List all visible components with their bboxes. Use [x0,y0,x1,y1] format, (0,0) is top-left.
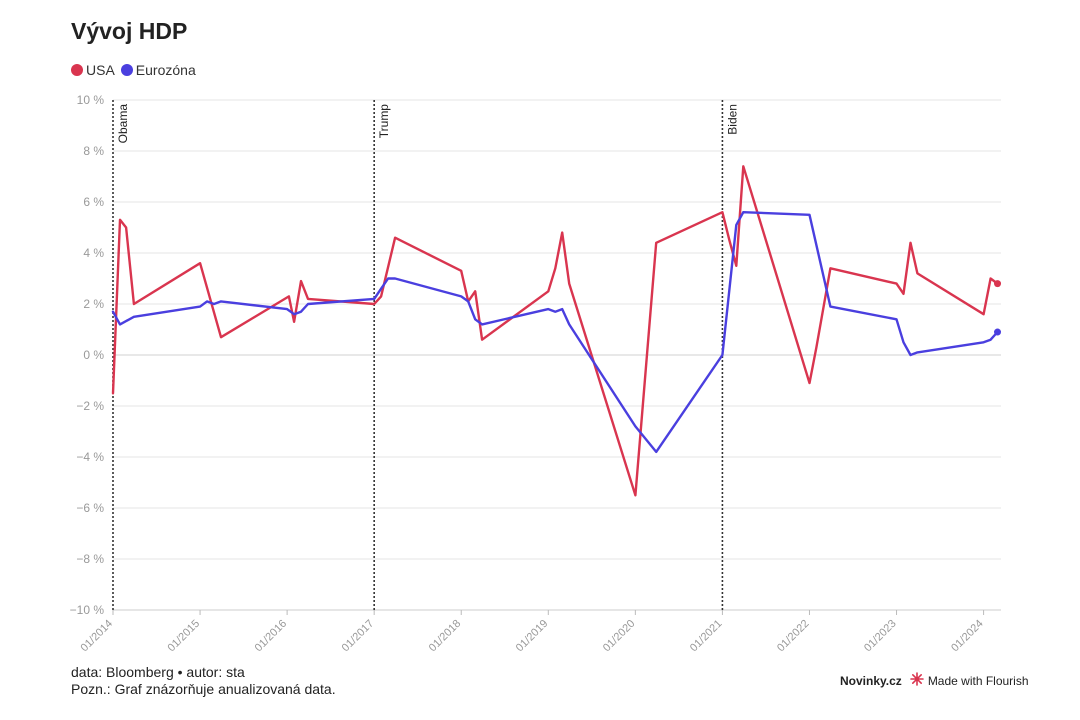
y-tick-label: 0 % [83,348,104,362]
x-tick-label: 01/2020 [601,618,638,655]
x-tick-label: 01/2024 [949,618,986,655]
y-tick-label: −2 % [76,399,104,413]
footer: data: Bloomberg • autor: sta Pozn.: Graf… [71,664,336,698]
x-tick-label: 01/2021 [688,618,725,655]
y-tick-label: −6 % [76,501,104,515]
y-tick-label: −4 % [76,450,104,464]
series-line [111,210,999,454]
annotation-label: Trump [377,104,391,139]
brand-bar: Novinky.cz Made with Flourish [840,672,1029,689]
y-tick-label: 6 % [83,195,104,209]
legend: USA Eurozóna [71,62,202,78]
x-tick-label: 01/2022 [775,618,812,655]
chart-title: Vývoj HDP [71,18,188,44]
annotation-label: Biden [725,104,739,135]
annotation-label: Obama [116,104,130,144]
x-tick-label: 01/2017 [340,618,377,655]
legend-swatch-eurozona [120,64,133,76]
legend-label-eurozona: Eurozóna [135,62,196,78]
y-tick-label: 2 % [83,297,104,311]
made-with-flourish-link[interactable]: Made with Flourish [927,673,1029,688]
x-tick-label: 01/2014 [79,618,116,655]
y-tick-label: 8 % [83,144,104,158]
flourish-icon [910,672,924,689]
publisher-logo[interactable]: Novinky.cz [840,673,902,688]
y-tick-label: 4 % [83,246,104,260]
note-line: Pozn.: Graf znázorňuje anualizovaná data… [71,681,336,697]
x-tick-label: 01/2019 [514,618,551,655]
legend-swatch-usa [71,64,83,76]
y-tick-label: 10 % [77,93,105,107]
x-tick-label: 01/2023 [862,618,899,655]
legend-label-usa: USA [86,62,115,78]
legend-item-usa[interactable]: USA [71,62,115,78]
series-end-point [994,328,1002,336]
series-end-point [994,280,1002,288]
y-tick-label: −8 % [76,552,104,566]
x-tick-label: 01/2016 [253,618,290,655]
x-tick-label: 01/2018 [427,618,464,655]
series-line [111,165,999,497]
legend-item-eurozona[interactable]: Eurozóna [120,62,196,78]
x-tick-label: 01/2015 [166,618,203,655]
y-tick-label: −10 % [70,603,105,617]
source-line: data: Bloomberg • autor: sta [71,664,245,680]
